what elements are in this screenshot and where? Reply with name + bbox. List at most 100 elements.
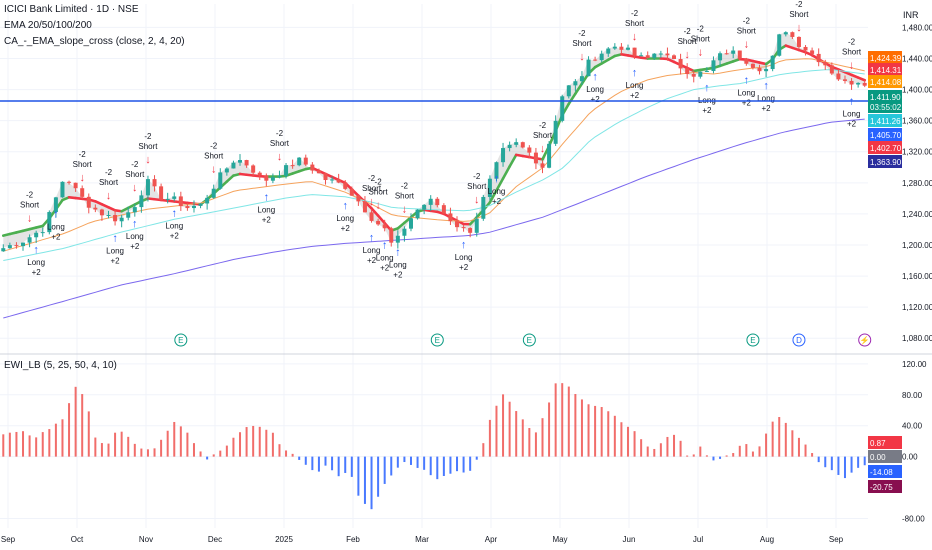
candle-body xyxy=(586,59,591,77)
candle-body xyxy=(468,228,473,233)
histogram-bar xyxy=(817,456,820,463)
histogram-bar xyxy=(666,436,669,457)
histogram-bar xyxy=(620,422,623,457)
long-arrow-icon: ↑ xyxy=(132,218,138,230)
short-arrow-icon: ↓ xyxy=(744,39,750,51)
price-axis[interactable]: 1,480.00 1,440.00 1,400.00 1,360.00 1,320.00… xyxy=(902,23,932,343)
ema-fill xyxy=(509,142,517,167)
long-arrow-icon: ↑ xyxy=(33,244,39,256)
histogram-bar xyxy=(363,456,366,504)
histogram-bar xyxy=(554,383,557,457)
candle-body xyxy=(67,181,72,183)
signal-label: Short xyxy=(204,152,224,161)
signal-label: +2 xyxy=(32,268,42,277)
short-arrow-icon: ↓ xyxy=(698,47,704,59)
event-marker xyxy=(522,333,536,347)
price-tick: 1,280.00 xyxy=(902,179,932,188)
histogram-bar xyxy=(712,456,715,461)
candle-body xyxy=(836,73,841,80)
histogram-bar xyxy=(548,402,551,457)
candle-body xyxy=(823,62,828,66)
short-arrow-icon: ↓ xyxy=(684,49,690,61)
candle-body xyxy=(323,173,328,181)
signal-label: +2 xyxy=(170,231,180,240)
indicator-tag xyxy=(868,480,902,493)
indicator-tick: 40.00 xyxy=(902,422,923,431)
candle-body xyxy=(744,58,749,64)
signal-label: -2 xyxy=(539,121,547,130)
candle-body xyxy=(645,55,650,58)
candle-body xyxy=(422,204,427,210)
histogram-bar xyxy=(127,436,130,457)
candle-body xyxy=(34,232,39,238)
candle-body xyxy=(53,197,58,213)
price-tag xyxy=(868,128,902,141)
histogram-bar xyxy=(765,433,768,457)
candle-body xyxy=(612,46,617,49)
short-arrow-icon: ↓ xyxy=(849,60,855,72)
indicator-tag-text: -20.75 xyxy=(870,483,893,492)
histogram-bar xyxy=(725,455,728,457)
histogram-bar xyxy=(837,456,840,475)
histogram-bar xyxy=(521,419,524,457)
price-tag-text: 1,424.39 xyxy=(870,54,902,63)
candle-body xyxy=(172,196,177,199)
candle-body xyxy=(810,50,815,54)
histogram-bar xyxy=(751,451,754,457)
candle-body xyxy=(270,177,275,181)
candle-body xyxy=(27,237,32,243)
price-tick: 1,160.00 xyxy=(902,272,932,281)
histogram-bar xyxy=(337,456,340,477)
candle-body xyxy=(139,195,144,208)
candle-body xyxy=(165,198,170,200)
time-tick: Sep xyxy=(829,535,844,544)
candle-body xyxy=(7,245,12,249)
indicator-legend[interactable]: EWI_LB (5, 25, 50, 4, 10) xyxy=(4,360,117,371)
ema-fill xyxy=(16,230,24,247)
histogram-bar xyxy=(219,450,222,457)
candle-body xyxy=(540,163,545,168)
short-arrow-icon: ↓ xyxy=(632,31,638,43)
indicator-tag xyxy=(868,465,902,478)
histogram-bar xyxy=(626,426,629,457)
histogram-bar xyxy=(784,422,787,457)
price-tag-text: 1,363.90 xyxy=(870,158,902,167)
histogram-bar xyxy=(192,443,195,457)
long-arrow-icon: ↑ xyxy=(592,71,598,83)
time-tick: Jul xyxy=(693,535,703,544)
candle-body xyxy=(284,165,289,176)
histogram-bar xyxy=(186,432,189,457)
histogram-bar xyxy=(456,456,459,472)
event-marker-label: E xyxy=(178,336,183,345)
indicator-axis[interactable]: 120.00 80.00 40.00 0.00 -80.00 xyxy=(902,360,927,524)
ema20-segment xyxy=(403,215,413,225)
candle-body xyxy=(639,55,644,57)
time-axis[interactable]: Sep Oct Nov Dec 2025 Feb Mar Apr May Jun Jul Aug Sep xyxy=(1,535,844,544)
short-arrow-icon: ↓ xyxy=(79,172,85,184)
histogram-bar xyxy=(797,437,800,457)
signal-label: Short xyxy=(20,200,40,209)
candle-body xyxy=(224,168,229,173)
candle-body xyxy=(408,218,413,229)
symbol-title[interactable]: ICICI Bank Limited · 1D · NSE xyxy=(4,4,139,15)
candle-body xyxy=(113,215,118,222)
price-tag-text: 1,402.70 xyxy=(870,144,902,153)
histogram-bar xyxy=(8,432,11,457)
price-tag-text: 03:55:02 xyxy=(870,103,902,112)
histogram-bar xyxy=(495,405,498,457)
candle-body xyxy=(803,46,808,51)
signal-label: Long xyxy=(626,81,644,90)
ema-legend[interactable]: EMA 20/50/100/200 xyxy=(4,20,92,31)
histogram-bar xyxy=(206,456,209,460)
candle-body xyxy=(205,197,210,204)
signal-label: +2 xyxy=(702,106,712,115)
histogram-bar xyxy=(61,419,64,457)
candle-body xyxy=(264,175,269,181)
histogram-bar xyxy=(528,428,531,457)
candle-body xyxy=(652,53,657,58)
strategy-legend[interactable]: CA_-_EMA_slope_cross (close, 2, 4, 20) xyxy=(4,36,185,47)
indicator-tick: -80.00 xyxy=(902,514,925,523)
event-marker xyxy=(430,333,444,347)
